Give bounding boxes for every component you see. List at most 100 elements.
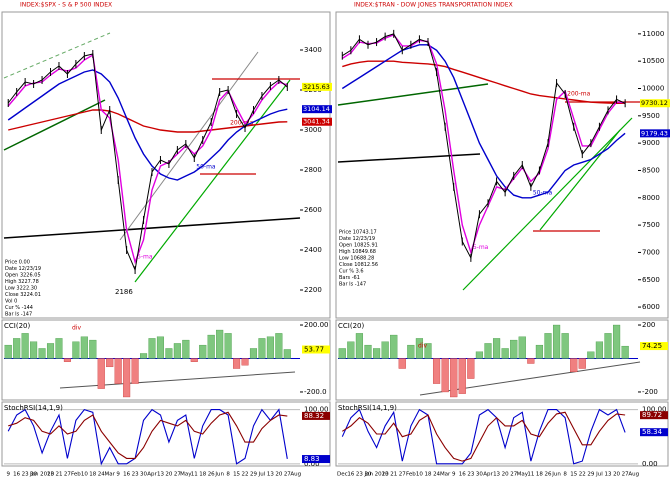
- info-text: Bar Is -147: [339, 282, 366, 288]
- cci-bar: [148, 338, 156, 359]
- ma-line: [341, 44, 626, 199]
- y-tick-label: 200: [642, 321, 655, 329]
- cci-bar: [123, 358, 131, 398]
- info-text: Price 0.00: [5, 260, 30, 266]
- info-text: Price 10743.17: [339, 230, 377, 236]
- stoch-last: 89.72: [642, 411, 662, 419]
- ma-label: 50-ma: [196, 164, 216, 171]
- y-tick-label: 9000: [642, 139, 660, 147]
- info-text: Close 10812.56: [339, 262, 378, 268]
- y-tick-label: 0.00: [642, 460, 658, 468]
- x-tick-label: 16: [459, 472, 466, 478]
- cci-bar: [266, 336, 274, 359]
- cci-bar: [190, 358, 198, 362]
- y-tick-label: 3000: [304, 126, 322, 134]
- cci-bar: [224, 333, 232, 359]
- cci-bar: [621, 345, 629, 359]
- y-tick-label: 3400: [304, 46, 322, 54]
- info-text: Low 3222.30: [5, 286, 37, 292]
- x-tick-label: 22: [579, 472, 586, 478]
- x-tick-label: Jun: [551, 472, 561, 478]
- cci-bar: [390, 334, 398, 359]
- y-tick-label: 100.00: [304, 406, 329, 414]
- x-tick-label: 9: [452, 472, 456, 478]
- stoch-last-box: [640, 428, 668, 437]
- cci-bar: [114, 358, 122, 384]
- cci-bar: [450, 358, 458, 398]
- cci-bar: [30, 341, 38, 359]
- y-tick-label: -200.0: [304, 388, 327, 396]
- cci-bar: [484, 343, 492, 359]
- y-tick-label: 8000: [642, 194, 660, 202]
- cci-bar: [89, 339, 97, 359]
- cci-bar: [501, 348, 509, 359]
- x-tick-label: Aug: [628, 472, 639, 478]
- stoch-last-box: [640, 411, 668, 420]
- x-tick-label: Feb: [406, 472, 416, 478]
- y-tick-label: 2800: [304, 166, 322, 174]
- price-line: [7, 53, 288, 272]
- x-tick-label: Mar: [105, 472, 116, 478]
- chart-title: INDEX:$SPX - S & P 500 INDEX: [20, 2, 112, 9]
- info-text: Vol 0: [5, 299, 17, 305]
- panel-frame: [1, 401, 331, 467]
- x-tick-label: 18: [199, 472, 206, 478]
- trend-line: [337, 83, 489, 106]
- x-tick-label: 10: [416, 472, 423, 478]
- price-label-box: [302, 82, 332, 91]
- stoch-last: 88.32: [304, 412, 324, 420]
- info-text: Cur % -144: [5, 305, 33, 311]
- x-tick-label: Aug: [290, 472, 301, 478]
- x-tick-label: 24: [98, 472, 105, 478]
- y-tick-label: 200.00: [304, 321, 329, 329]
- ma-label: 50-ma: [533, 189, 553, 196]
- cci-bar: [46, 343, 55, 359]
- x-tick-label: 27: [399, 472, 406, 478]
- x-tick-label: 8: [563, 472, 567, 478]
- x-tick-label: 13: [382, 472, 389, 478]
- info-text: High 10849.68: [339, 249, 376, 255]
- x-tick-label: 23: [356, 472, 363, 478]
- x-tick-label: 27: [64, 472, 71, 478]
- cci-bar: [604, 333, 612, 359]
- cci-bar: [156, 336, 164, 359]
- x-tick-label: 30: [30, 472, 37, 478]
- y-tick-label: 10500: [642, 57, 664, 65]
- cci-bar: [424, 343, 432, 359]
- panel-frame: [335, 319, 669, 401]
- y-tick-label: 7500: [642, 221, 660, 229]
- price-label: 3041.34: [303, 118, 330, 126]
- ma-label: 5-ma: [137, 254, 153, 261]
- y-tick-label: 6500: [642, 276, 660, 284]
- x-tick-label: 13: [493, 472, 500, 478]
- price-label-box: [640, 129, 670, 138]
- x-tick-label: 30: [140, 472, 147, 478]
- y-tick-label: 100.00: [642, 406, 667, 414]
- x-tick-label: 23: [467, 472, 474, 478]
- x-tick-label: 23: [132, 472, 139, 478]
- x-tick-label: 20: [613, 472, 620, 478]
- ma-line: [7, 69, 288, 181]
- stoch-last: 58.34: [642, 428, 663, 436]
- x-tick-label: Dec: [337, 472, 348, 478]
- x-tick-label: 10: [81, 472, 88, 478]
- x-tick-label: Jan 2020: [29, 472, 55, 478]
- info-text: Open 3226.05: [5, 273, 41, 279]
- x-tick-label: Apr: [147, 472, 157, 478]
- x-tick-label: 23: [22, 472, 29, 478]
- cci-bar: [13, 338, 21, 359]
- x-tick-label: 27: [510, 472, 517, 478]
- x-tick-label: 18: [425, 472, 432, 478]
- stoch-line: [7, 408, 288, 466]
- x-tick-label: 20: [275, 472, 282, 478]
- cci-bar: [38, 348, 46, 359]
- info-text: Date 12/23/19: [339, 236, 375, 242]
- annotation: 2186: [115, 288, 133, 296]
- cci-bar: [372, 348, 381, 359]
- info-text: High 3227.78: [5, 279, 39, 285]
- price-line: [342, 33, 626, 260]
- cci-bar: [21, 333, 29, 359]
- x-tick-label: Jul: [595, 472, 603, 478]
